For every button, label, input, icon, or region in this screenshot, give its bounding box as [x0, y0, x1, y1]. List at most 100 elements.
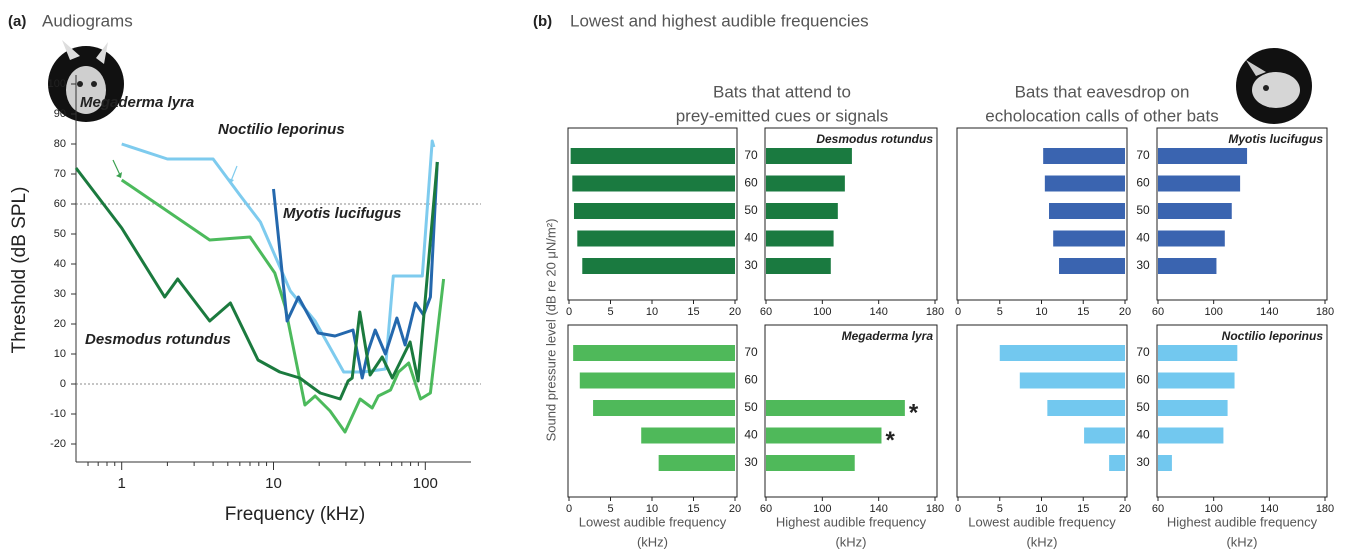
x-tick-label: 15: [1077, 306, 1089, 318]
y-tick-label: 50: [54, 228, 66, 240]
group-heading: prey-emitted cues or signals: [676, 106, 889, 125]
category-label: 70: [1136, 148, 1150, 162]
x-tick-label: 100: [1204, 503, 1222, 515]
bar: [574, 203, 735, 219]
x-tick-label: 1: [118, 475, 126, 492]
x-tick-label: 180: [1316, 306, 1334, 318]
bar: [571, 148, 735, 164]
y-tick-label: 90: [54, 108, 66, 120]
bar: [766, 428, 881, 444]
x-tick-label: 140: [1260, 306, 1278, 318]
bar: [1047, 400, 1125, 416]
series-label: Desmodus rotundus: [85, 331, 231, 348]
y-tick-label: 0: [60, 378, 66, 390]
x-tick-label: 0: [955, 306, 961, 318]
x-tick-label: 180: [926, 306, 944, 318]
category-label: 40: [744, 428, 758, 442]
x-tick-label: 10: [646, 503, 658, 515]
bar: [766, 258, 831, 274]
series-label: Myotis lucifugus: [283, 205, 401, 222]
y-tick-label: 40: [54, 258, 66, 270]
panel-label: (b): [533, 13, 552, 30]
category-label: 50: [1136, 400, 1150, 414]
bar: [641, 428, 735, 444]
x-axis-label: Highest audible frequency: [776, 514, 927, 529]
bar: [1059, 258, 1125, 274]
x-tick-label: 10: [1035, 306, 1047, 318]
bar: [1158, 373, 1235, 389]
x-tick-label: 5: [997, 306, 1003, 318]
y-axis-label: Sound pressure level (dB re 20 μN/m²): [543, 219, 558, 442]
y-tick-label: -10: [50, 408, 66, 420]
x-tick-label: 15: [687, 306, 699, 318]
x-tick-label: 100: [813, 503, 831, 515]
line-series: [76, 162, 437, 399]
category-label: 30: [1136, 455, 1150, 469]
bar: [766, 400, 905, 416]
y-tick-label: 10: [54, 348, 66, 360]
x-tick-label: 5: [607, 503, 613, 515]
bar: [1158, 455, 1172, 471]
chart-title: Desmodus rotundus: [816, 132, 933, 146]
x-tick-label: 20: [729, 503, 741, 515]
series-label: Megaderma lyra: [80, 94, 194, 111]
x-tick-label: 0: [955, 503, 961, 515]
category-label: 50: [744, 400, 758, 414]
x-axis-label: (kHz): [835, 534, 866, 549]
bar: [766, 176, 845, 192]
annotation-arrow: [113, 160, 120, 175]
panel-title: Lowest and highest audible frequencies: [570, 11, 869, 30]
bar: [1043, 148, 1125, 164]
panel-label: (a): [8, 13, 26, 30]
x-tick-label: 0: [566, 503, 572, 515]
x-tick-label: 20: [1119, 306, 1131, 318]
x-tick-label: 20: [729, 306, 741, 318]
category-label: 50: [744, 203, 758, 217]
x-tick-label: 140: [869, 503, 887, 515]
x-tick-label: 140: [869, 306, 887, 318]
bar: [1158, 203, 1232, 219]
bar: [1020, 373, 1125, 389]
group-heading: echolocation calls of other bats: [985, 106, 1218, 125]
category-label: 60: [1136, 373, 1150, 387]
x-tick-label: 5: [997, 503, 1003, 515]
annotation-arrow: [231, 166, 237, 181]
panel-title: Audiograms: [42, 11, 133, 30]
bat-illustration: [1236, 48, 1312, 124]
group-heading: Bats that eavesdrop on: [1015, 82, 1190, 101]
y-axis-label: Threshold (dB SPL): [9, 187, 30, 354]
y-tick-label: 20: [54, 318, 66, 330]
bar: [593, 400, 735, 416]
x-tick-label: 0: [566, 306, 572, 318]
x-tick-label: 100: [813, 306, 831, 318]
x-axis-label: (kHz): [1226, 534, 1257, 549]
category-label: 40: [1136, 428, 1150, 442]
x-tick-label: 15: [687, 503, 699, 515]
bar: [1158, 258, 1216, 274]
bar: [1158, 176, 1240, 192]
x-axis-label: (kHz): [1026, 534, 1057, 549]
x-tick-label: 140: [1260, 503, 1278, 515]
category-label: 30: [744, 455, 758, 469]
bar: [1053, 231, 1125, 247]
category-label: 60: [744, 373, 758, 387]
x-tick-label: 60: [760, 306, 772, 318]
bar: [1158, 231, 1225, 247]
bar: [1084, 428, 1125, 444]
category-label: 70: [744, 148, 758, 162]
x-axis-label: (kHz): [637, 534, 668, 549]
bar: [1158, 148, 1247, 164]
x-tick-label: 5: [607, 306, 613, 318]
x-tick-label: 60: [1152, 306, 1164, 318]
category-label: 30: [744, 258, 758, 272]
bar: [1158, 428, 1223, 444]
bar: [1000, 345, 1125, 361]
chart-title: Noctilio leporinus: [1222, 329, 1324, 343]
x-tick-label: 100: [413, 475, 438, 492]
x-tick-label: 180: [926, 503, 944, 515]
bar: [766, 148, 852, 164]
chart-title: Myotis lucifugus: [1228, 132, 1323, 146]
x-axis-label: Highest audible frequency: [1167, 514, 1318, 529]
category-label: 40: [1136, 231, 1150, 245]
category-label: 60: [1136, 176, 1150, 190]
